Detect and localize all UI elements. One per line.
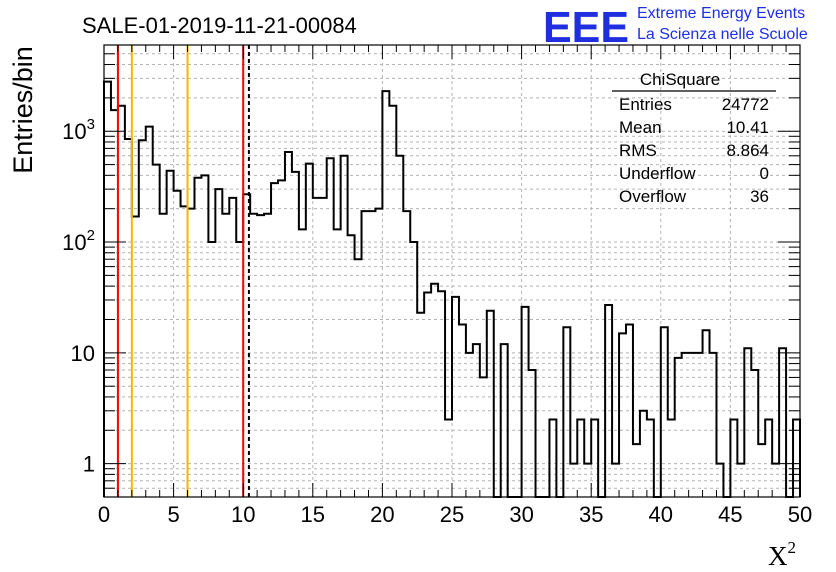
x-tick-label: 45: [718, 502, 742, 527]
y-tick-label-base: 10: [62, 230, 86, 255]
x-tick-label: 20: [370, 502, 394, 527]
x-tick-label: 30: [509, 502, 533, 527]
stats-box-title: ChiSquare: [640, 70, 720, 89]
histogram-step-line: [103, 80, 801, 498]
y-tick-label: 102: [62, 227, 95, 255]
histogram-bars: [103, 80, 801, 498]
x-tick-label: 5: [167, 502, 179, 527]
stats-value: 10.41: [726, 118, 769, 137]
stats-value: 24772: [722, 95, 769, 114]
x-tick-label: 0: [98, 502, 110, 527]
x-tick-label: 10: [231, 502, 255, 527]
x-axis-label: X2: [768, 538, 796, 571]
y-tick-label-base: 10: [62, 119, 86, 144]
x-tick-labels: 0 5 10 15 20 25 30 35 40 45 50: [98, 502, 812, 527]
eee-logo: EEE Extreme Energy Events La Scienza nel…: [543, 3, 808, 52]
x-tick-label: 25: [440, 502, 464, 527]
x-tick-label: 50: [788, 502, 812, 527]
x-axis-label-superscript: 2: [788, 538, 797, 557]
y-tick-label-exponent: 3: [87, 116, 95, 133]
stats-label: Mean: [619, 118, 662, 137]
eee-logo-mark: EEE: [543, 3, 629, 52]
chart-title: SALE-01-2019-11-21-00084: [82, 13, 357, 38]
x-axis-label-base: X: [768, 541, 788, 571]
stats-label: Entries: [619, 95, 672, 114]
x-tick-label: 35: [579, 502, 603, 527]
stats-value: 8.864: [726, 141, 769, 160]
stats-value: 0: [760, 164, 769, 183]
stats-label: RMS: [619, 141, 657, 160]
reference-lines: [116, 45, 250, 497]
y-tick-label: 1: [83, 452, 95, 477]
y-axis-label: Entries/bin: [8, 46, 38, 174]
stats-rows: Entries 24772 Mean 10.41 RMS 8.864 Underflow 0 O…: [619, 95, 769, 206]
axis-ticks: [103, 44, 801, 498]
y-tick-label-base: 10: [71, 341, 95, 366]
stats-box: ChiSquare Entries 24772 Mean 10.41 RMS 8.864 U…: [612, 70, 776, 206]
stats-label: Overflow: [619, 187, 687, 206]
y-tick-label: 10: [71, 341, 95, 366]
stats-value: 36: [750, 187, 769, 206]
eee-logo-line1: Extreme Energy Events: [637, 5, 805, 22]
y-tick-label-base: 1: [83, 452, 95, 477]
y-tick-label-exponent: 2: [87, 227, 95, 244]
stats-label: Underflow: [619, 164, 696, 183]
eee-logo-line2: La Scienza nelle Scuole: [637, 26, 808, 43]
x-tick-label: 40: [649, 502, 673, 527]
y-tick-label: 103: [62, 116, 95, 144]
x-tick-label: 15: [301, 502, 325, 527]
